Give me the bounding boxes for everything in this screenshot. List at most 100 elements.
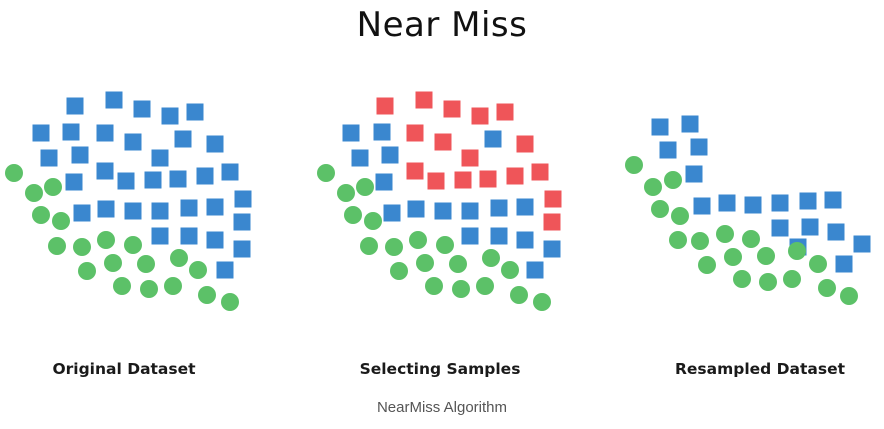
selecting-minority-circle <box>482 249 500 267</box>
original-majority-square <box>71 146 89 164</box>
resampled-dataset-label: Resampled Dataset <box>674 360 846 378</box>
original-majority-square <box>206 198 224 216</box>
selecting-majority-square <box>484 130 502 148</box>
selecting-minority-circle <box>385 238 403 256</box>
resampled-majority-square <box>659 141 677 159</box>
original-minority-circle <box>25 184 43 202</box>
resampled-majority-square <box>685 165 703 183</box>
original-majority-square <box>124 202 142 220</box>
diagram-title: Near Miss <box>356 5 528 45</box>
selected-removed-square <box>471 107 489 125</box>
original-majority-square <box>65 173 83 191</box>
original-minority-circle <box>164 277 182 295</box>
selecting-majority-square <box>434 202 452 220</box>
original-majority-square <box>117 172 135 190</box>
selecting-majority-square <box>461 227 479 245</box>
resampled-minority-circle <box>625 156 643 174</box>
resampled-majority-square <box>690 138 708 156</box>
original-majority-square <box>233 240 251 258</box>
original-majority-square <box>206 135 224 153</box>
resampled-minority-circle <box>818 279 836 297</box>
resampled-minority-circle <box>788 242 806 260</box>
original-minority-circle <box>48 237 66 255</box>
selecting-minority-circle <box>337 184 355 202</box>
original-minority-circle <box>78 262 96 280</box>
original-minority-circle <box>189 261 207 279</box>
selected-removed-square <box>516 135 534 153</box>
resampled-minority-circle <box>783 270 801 288</box>
selecting-minority-circle <box>360 237 378 255</box>
selected-removed-square <box>531 163 549 181</box>
selecting-minority-circle <box>501 261 519 279</box>
original-majority-square <box>151 227 169 245</box>
selected-removed-square <box>544 190 562 208</box>
original-majority-square <box>105 91 123 109</box>
resampled-minority-circle <box>757 247 775 265</box>
selecting-majority-square <box>381 146 399 164</box>
resampled-majority-square <box>835 255 853 273</box>
original-majority-square <box>180 199 198 217</box>
original-minority-circle <box>170 249 188 267</box>
original-majority-square <box>234 190 252 208</box>
selecting-minority-circle <box>425 277 443 295</box>
original-dataset-label: Original Dataset <box>52 360 196 378</box>
selecting-minority-circle <box>344 206 362 224</box>
original-majority-square <box>97 200 115 218</box>
resampled-majority-square <box>651 118 669 136</box>
resampled-minority-circle <box>698 256 716 274</box>
selecting-majority-square <box>383 204 401 222</box>
selecting-majority-square <box>375 173 393 191</box>
resampled-minority-circle <box>716 225 734 243</box>
original-minority-circle <box>140 280 158 298</box>
selected-removed-square <box>443 100 461 118</box>
resampled-majority-square <box>718 194 736 212</box>
selecting-majority-square <box>526 261 544 279</box>
resampled-majority-square <box>771 194 789 212</box>
selecting-minority-circle <box>409 231 427 249</box>
original-majority-square <box>96 124 114 142</box>
resampled-majority-square <box>853 235 871 253</box>
original-majority-square <box>169 170 187 188</box>
resampled-minority-circle <box>644 178 662 196</box>
original-majority-square <box>216 261 234 279</box>
original-majority-square <box>124 133 142 151</box>
original-minority-circle <box>137 255 155 273</box>
selecting-samples-label: Selecting Samples <box>359 360 521 378</box>
resampled-minority-circle <box>671 207 689 225</box>
original-majority-square <box>186 103 204 121</box>
resampled-majority-square <box>771 219 789 237</box>
original-majority-square <box>174 130 192 148</box>
original-minority-circle <box>113 277 131 295</box>
original-minority-circle <box>73 238 91 256</box>
selected-removed-square <box>454 171 472 189</box>
original-minority-circle <box>44 178 62 196</box>
resampled-minority-circle <box>840 287 858 305</box>
selecting-majority-square <box>351 149 369 167</box>
resampled-majority-square <box>693 197 711 215</box>
original-majority-square <box>96 162 114 180</box>
selected-removed-square <box>415 91 433 109</box>
original-majority-square <box>161 107 179 125</box>
selecting-majority-square <box>373 123 391 141</box>
original-minority-circle <box>198 286 216 304</box>
selecting-majority-square <box>407 200 425 218</box>
selecting-minority-circle <box>510 286 528 304</box>
resampled-minority-circle <box>809 255 827 273</box>
selecting-majority-square <box>461 202 479 220</box>
selecting-majority-square <box>516 231 534 249</box>
original-majority-square <box>133 100 151 118</box>
selected-removed-square <box>506 167 524 185</box>
selecting-minority-circle <box>452 280 470 298</box>
resampled-minority-circle <box>651 200 669 218</box>
original-minority-circle <box>5 164 23 182</box>
original-minority-circle <box>104 254 122 272</box>
selected-removed-square <box>543 213 561 231</box>
original-majority-square <box>32 124 50 142</box>
original-majority-square <box>73 204 91 222</box>
original-majority-square <box>62 123 80 141</box>
selecting-minority-circle <box>416 254 434 272</box>
selecting-minority-circle <box>317 164 335 182</box>
selecting-majority-square <box>342 124 360 142</box>
selecting-minority-circle <box>364 212 382 230</box>
resampled-minority-circle <box>691 232 709 250</box>
